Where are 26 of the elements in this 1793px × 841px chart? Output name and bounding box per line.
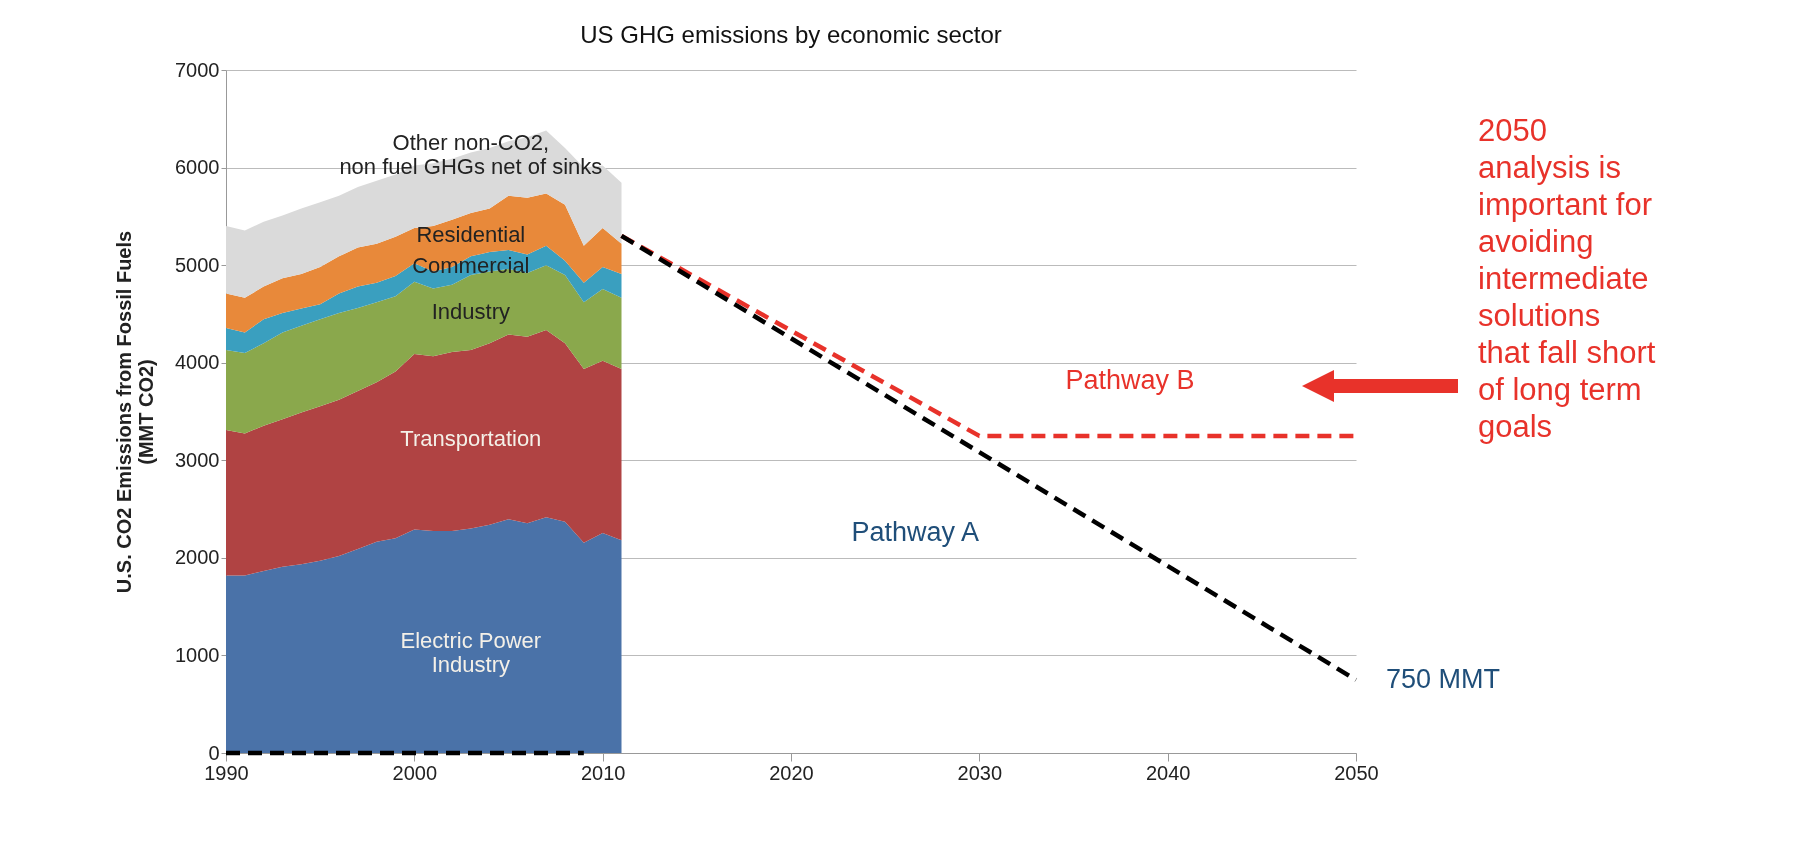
series-label: Electric Power Industry: [400, 627, 542, 677]
series-label: Industry: [431, 299, 510, 325]
annotation: 750 MMT: [1386, 663, 1501, 694]
y-tick-label: 1000: [175, 643, 220, 666]
y-tick-label: 4000: [175, 351, 220, 374]
x-tick-label: 2040: [1145, 761, 1191, 784]
x-tick-label: 2010: [580, 761, 626, 784]
text: 2050 analysis is important for avoiding intermediate solutions that fall short of long term goals: [1478, 113, 1656, 444]
chart-title: US GHG emissions by economic sector: [580, 21, 1002, 48]
y-axis-title: U.S. CO2 Emissions from Fossil Fuels (MMT CO2): [113, 230, 158, 594]
x-tick-label: 1990: [204, 761, 249, 784]
y-tick-label: 6000: [175, 156, 220, 179]
y-tick-label: 3000: [175, 448, 220, 471]
x-tick-label: 2030: [957, 761, 1003, 784]
y-tick-label: 5000: [175, 253, 220, 276]
y-tick-label: 7000: [175, 58, 220, 81]
x-tick-label: 2000: [392, 761, 438, 784]
series-label: Residential: [416, 221, 526, 247]
x-tick-label: 2020: [769, 761, 814, 784]
y-tick-label: 2000: [175, 546, 220, 569]
y-tick-label: 0: [208, 741, 220, 764]
x-tick-label: 2050: [1334, 761, 1379, 784]
series-label: Pathway B: [1065, 364, 1195, 395]
series-label: Other non-CO2, non fuel GHGs net of sinks: [339, 130, 603, 180]
text: Pathway A: [851, 517, 980, 548]
series-label: Transportation: [400, 426, 542, 452]
